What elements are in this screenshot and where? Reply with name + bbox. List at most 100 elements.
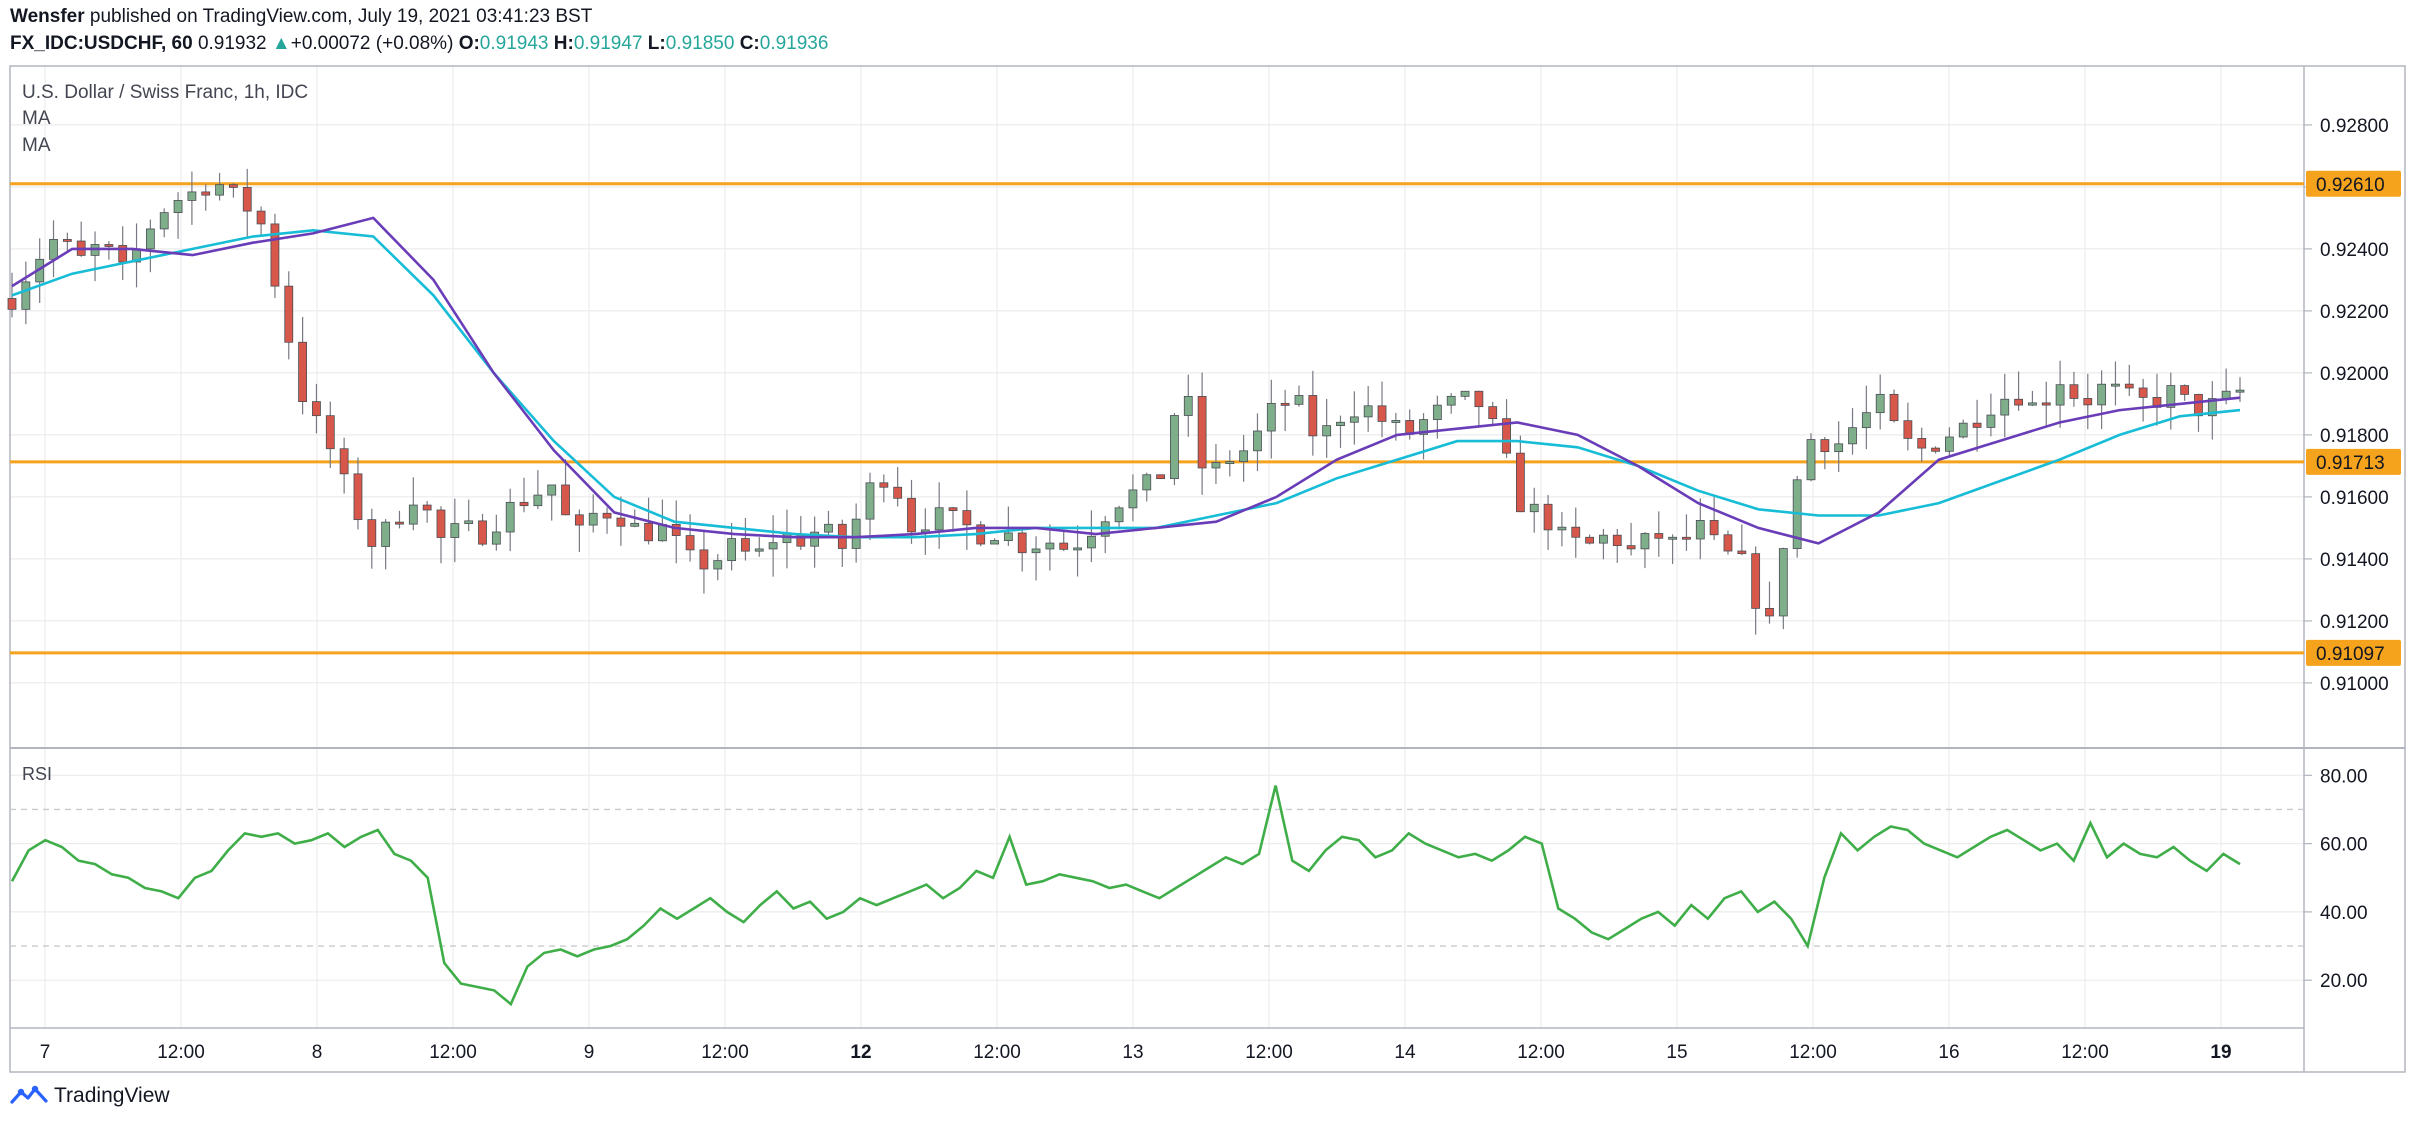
rsi-tick-label: 20.00 — [2320, 971, 2368, 992]
candle-up — [1778, 548, 1788, 617]
high-label: H: — [553, 33, 574, 54]
candle-down — [2124, 383, 2134, 389]
candle-down — [1931, 447, 1940, 452]
rsi-tick-label: 60.00 — [2320, 835, 2368, 856]
candle-up — [658, 524, 667, 542]
candle-up — [754, 548, 764, 552]
candle-up — [2111, 383, 2120, 387]
candle-up — [547, 484, 557, 496]
candle-down — [574, 514, 584, 526]
last-price: 0.91932 — [197, 33, 267, 54]
author-name[interactable]: Wensfer — [10, 6, 85, 27]
candle-up — [2000, 398, 2010, 416]
price-change: +0.00072 (+0.08%) — [290, 33, 454, 54]
candle-down — [2041, 402, 2051, 406]
candle-up — [1087, 535, 1096, 549]
candle-down — [685, 535, 695, 551]
level-label: 0.92610 — [2316, 175, 2385, 196]
time-tick-label: 12:00 — [973, 1042, 1021, 1063]
time-tick-label: 7 — [40, 1042, 51, 1063]
candle-up — [1336, 421, 1345, 427]
rsi-legend[interactable]: RSI — [22, 764, 53, 784]
footer: TradingView — [10, 1084, 170, 1108]
candle-down — [561, 484, 570, 516]
candle-down — [699, 549, 709, 570]
time-tick-label: 13 — [1122, 1042, 1143, 1063]
candle-up — [1183, 395, 1193, 416]
time-tick-label: 12:00 — [1245, 1042, 1293, 1063]
ma-fast-line — [11, 216, 2241, 545]
candle-up — [934, 507, 944, 531]
candle-down — [1612, 534, 1622, 547]
candle-up — [505, 501, 515, 533]
candle-up — [1640, 533, 1650, 550]
candle-down — [2194, 394, 2203, 417]
level-price-labels: 0.92610 0.91713 0.91097 — [2306, 170, 2401, 666]
candle-down — [671, 524, 681, 536]
price-axis: 0.91000 0.91200 0.91400 0.91600 0.91800 0.920… — [2304, 116, 2389, 695]
candle-down — [478, 520, 487, 545]
price-tick-label: 0.91800 — [2320, 426, 2389, 447]
candle-down — [395, 521, 404, 525]
candle-down — [602, 512, 612, 519]
horizontal-levels[interactable] — [10, 182, 2304, 655]
level-label-bg — [2306, 639, 2401, 666]
candle-down — [270, 223, 280, 287]
candle-down — [1488, 406, 1498, 420]
candle-up — [2207, 398, 2217, 417]
footer-brand[interactable]: TradingView — [54, 1084, 170, 1107]
candle-up — [1225, 461, 1235, 465]
candle-down — [879, 482, 889, 488]
time-tick-label: 12:00 — [701, 1042, 749, 1063]
ma-legend-2[interactable]: MA — [22, 135, 51, 156]
candle-up — [1848, 427, 1857, 445]
candle-down — [519, 501, 529, 507]
candle-up — [2028, 402, 2037, 406]
candle-down — [229, 184, 238, 188]
ma-legend-1[interactable]: MA — [22, 108, 51, 129]
candle-down — [1059, 542, 1069, 550]
candle-down — [62, 239, 72, 242]
candle-up — [2221, 390, 2231, 399]
candle-up — [173, 200, 183, 214]
candle-down — [104, 244, 114, 247]
candle-up — [1322, 425, 1332, 437]
time-tick-label: 16 — [1938, 1042, 1959, 1063]
candle-up — [491, 531, 501, 545]
tradingview-logo-icon — [10, 1085, 48, 1104]
candle-down — [1903, 420, 1913, 439]
price-tick-label: 0.92400 — [2320, 240, 2389, 261]
candle-down — [1474, 390, 1484, 408]
candle-up — [1861, 412, 1871, 429]
candle-down — [242, 187, 252, 212]
candle-up — [1557, 526, 1567, 531]
candle-down — [1820, 439, 1830, 453]
candle-up — [588, 512, 598, 526]
candle-up — [810, 531, 820, 547]
high-value: 0.91947 — [573, 33, 643, 54]
candle-down — [436, 509, 446, 538]
candle-up — [21, 281, 31, 310]
open-label: O: — [458, 33, 480, 54]
published-text: published on TradingView.com, July 19, 2… — [89, 6, 593, 27]
candle-down — [1654, 533, 1664, 539]
level-label: 0.91097 — [2316, 644, 2385, 665]
open-value: 0.91943 — [479, 33, 549, 54]
price-tick-label: 0.92200 — [2320, 302, 2389, 323]
candle-down — [644, 522, 653, 542]
candle-up — [865, 482, 875, 520]
candle-down — [422, 504, 432, 511]
publish-line: Wensfer published on TradingView.com, Ju… — [10, 6, 592, 28]
symbol-name[interactable]: FX_IDC:USDCHF, 60 — [10, 33, 193, 54]
rsi-axis: 20.00 40.00 60.00 80.00 — [2304, 766, 2368, 992]
chart-title[interactable]: U.S. Dollar / Swiss Franc, 1h, IDC — [22, 82, 309, 103]
candle-up — [1806, 439, 1816, 481]
candle-down — [1709, 520, 1719, 536]
candle-up — [1114, 507, 1124, 523]
candle-up — [1599, 534, 1608, 544]
candle-down — [353, 473, 363, 521]
candle-down — [616, 517, 626, 527]
candle-down — [256, 210, 266, 225]
close-label: C: — [739, 33, 760, 54]
candle-up — [1253, 430, 1262, 452]
